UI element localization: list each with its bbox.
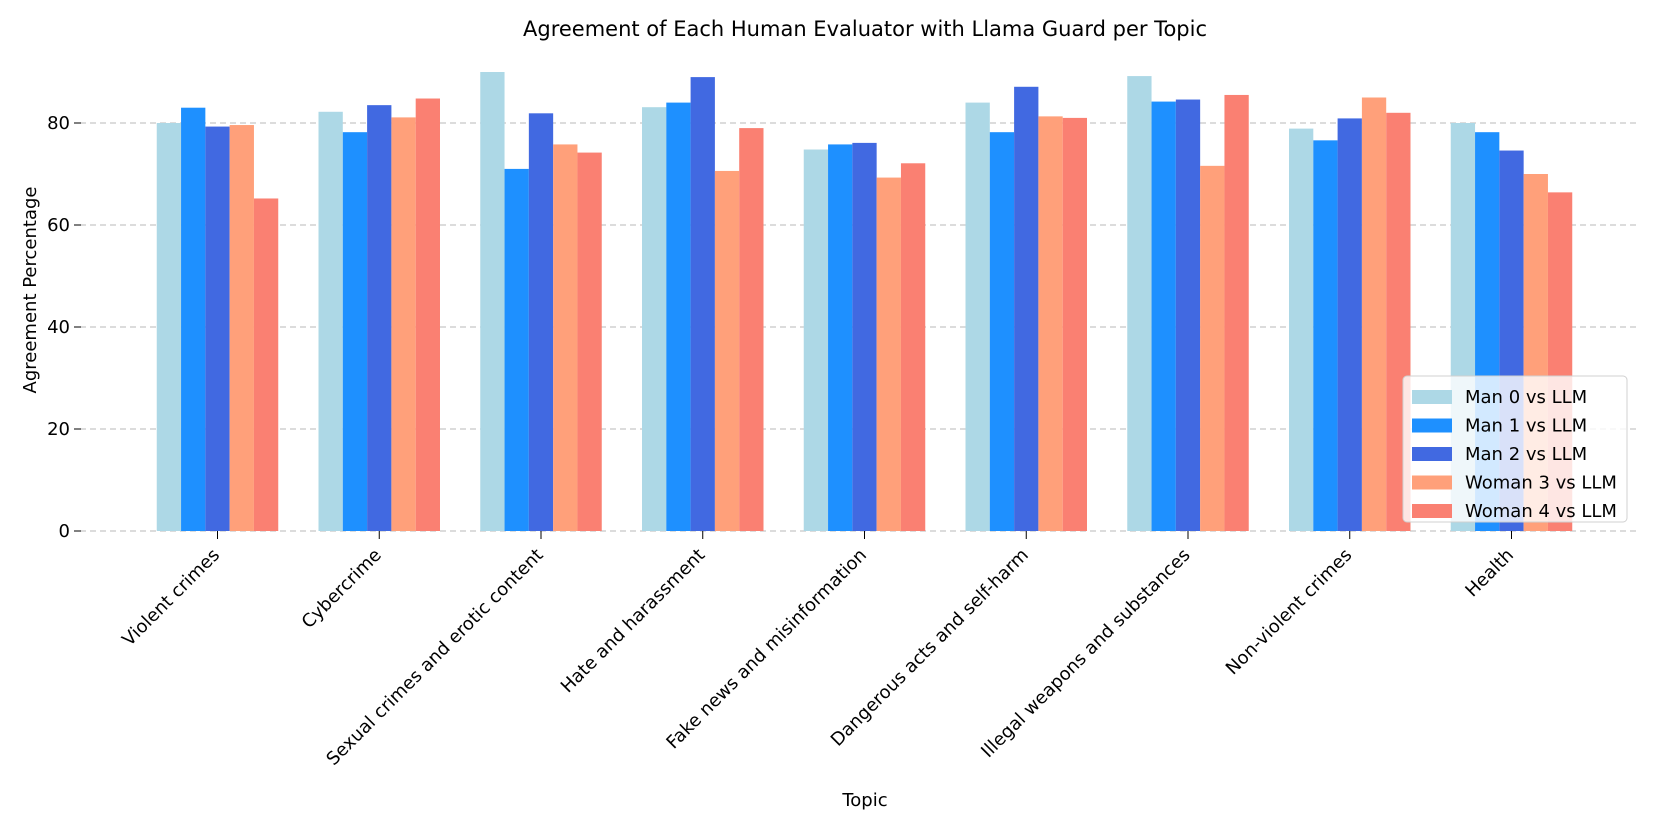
bar xyxy=(577,152,602,531)
legend-swatch xyxy=(1412,504,1452,518)
bar xyxy=(1175,99,1201,531)
legend-label: Man 0 vs LLM xyxy=(1465,387,1587,408)
bar xyxy=(989,132,1015,531)
bar xyxy=(965,102,990,531)
bar xyxy=(1337,118,1362,531)
bar xyxy=(1038,116,1063,532)
bar xyxy=(318,111,343,531)
y-tick-label: 40 xyxy=(47,317,70,338)
legend-swatch xyxy=(1412,447,1452,461)
bar xyxy=(504,168,529,531)
bar xyxy=(1062,117,1087,532)
x-tick-label: Health xyxy=(1461,545,1518,602)
x-tick-label: Dangerous acts and self-harm xyxy=(827,545,1033,751)
bar xyxy=(205,126,230,531)
legend-label: Man 2 vs LLM xyxy=(1465,444,1587,465)
y-axis-label: Agreement Percentage xyxy=(20,187,41,394)
bar xyxy=(480,72,505,531)
legend-label: Man 1 vs LLM xyxy=(1465,416,1587,437)
x-tick-label: Non-violent crimes xyxy=(1222,545,1356,679)
bar xyxy=(828,144,853,532)
legend-swatch xyxy=(1412,475,1452,490)
bar xyxy=(852,142,877,531)
bar xyxy=(1014,86,1039,531)
bar xyxy=(690,77,715,531)
bar xyxy=(739,128,764,531)
bar xyxy=(1313,140,1338,531)
bar xyxy=(553,144,578,532)
bar xyxy=(803,149,829,531)
bar xyxy=(876,177,901,531)
x-axis-label: Topic xyxy=(841,790,887,811)
legend-label: Woman 3 vs LLM xyxy=(1465,473,1617,494)
y-axis: 0 20 40 60 80 xyxy=(47,113,81,542)
bar xyxy=(181,107,206,531)
bar xyxy=(642,107,667,531)
legend: Man 0 vs LLM Man 1 vs LLM Man 2 vs LLM Woma… xyxy=(1402,375,1628,523)
bar xyxy=(342,132,368,531)
bar xyxy=(1224,94,1249,531)
legend-swatch xyxy=(1412,390,1452,404)
x-tick-label: Violent crimes xyxy=(118,545,224,651)
bar xyxy=(1361,97,1387,531)
bar xyxy=(415,98,440,532)
bar xyxy=(1127,76,1152,531)
bar xyxy=(1200,165,1225,531)
bar xyxy=(1151,101,1176,531)
bar xyxy=(229,125,254,531)
x-tick-label: Hate and harassment xyxy=(557,545,710,698)
bar xyxy=(391,117,416,531)
bar xyxy=(367,105,392,532)
y-tick-label: 20 xyxy=(47,419,70,440)
legend-swatch xyxy=(1412,418,1452,433)
bar xyxy=(253,198,279,532)
legend-box xyxy=(1402,375,1628,523)
y-tick-label: 0 xyxy=(59,521,70,542)
bar xyxy=(714,170,740,531)
bar xyxy=(666,102,691,531)
y-tick-label: 60 xyxy=(47,215,70,236)
bars xyxy=(156,72,1573,532)
x-tick-label: Cybercrime xyxy=(298,545,386,633)
y-tick-label: 80 xyxy=(47,113,70,134)
bar xyxy=(528,113,554,531)
bar xyxy=(1289,128,1314,532)
bar xyxy=(900,163,926,532)
legend-label: Woman 4 vs LLM xyxy=(1465,501,1617,522)
chart-title: Agreement of Each Human Evaluator with L… xyxy=(523,17,1207,41)
bar xyxy=(156,123,182,531)
